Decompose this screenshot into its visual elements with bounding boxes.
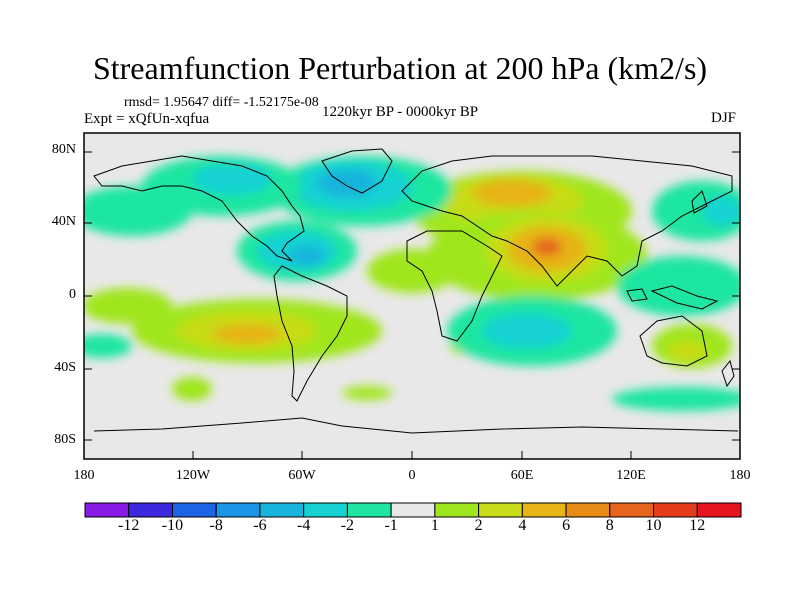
colorbar-swatch: [259, 502, 305, 518]
x-tick-60w: 60W: [288, 468, 316, 483]
colorbar-swatch: [215, 502, 261, 518]
anomaly-gulf-negative-core: [289, 246, 325, 266]
colorbar-label: -6: [253, 517, 267, 534]
colorbar-label: -2: [340, 517, 355, 534]
colorbar-swatch: [128, 502, 173, 518]
colorbar-label: -10: [161, 517, 184, 534]
colorbar-swatch: [390, 502, 436, 518]
anomaly-southpacific-positive: [172, 377, 212, 401]
x-tick-120w: 120W: [175, 468, 211, 483]
y-tick-40n: 40N: [51, 214, 76, 229]
y-tick-80s: 80S: [54, 432, 76, 447]
x-tick-180w: 180: [73, 468, 95, 483]
colorbar-label: -1: [384, 517, 398, 534]
colorbar-swatch: [171, 502, 217, 518]
colorbar-label: 4: [518, 517, 527, 534]
colorbar-label: -8: [209, 517, 223, 534]
anomaly-npacific-east-negative-inner: [702, 196, 740, 226]
anomaly-pacific-positive: [84, 288, 172, 324]
colorbar: [84, 502, 742, 518]
colorbar-swatch: [521, 502, 567, 518]
anomaly-sam-positive-core: [212, 324, 282, 344]
coastlines: [93, 148, 739, 434]
colorbar-label: -12: [118, 517, 140, 534]
anomaly-eurasia-positive-core: [472, 179, 552, 207]
colorbar-swatch: [696, 502, 742, 518]
season-label: DJF: [711, 110, 737, 126]
colorbar-swatch: [434, 502, 480, 518]
experiment-label: Expt = xQfUn-xqfua: [84, 111, 210, 127]
page-title: Streamfunction Perturbation at 200 hPa (…: [92, 50, 708, 86]
anomaly-npacific-negative: [84, 186, 192, 236]
anomaly-southern-negative: [612, 387, 740, 411]
x-tick-60e: 60E: [510, 468, 534, 483]
y-tick-0: 0: [69, 287, 76, 302]
colorbar-label: 8: [605, 517, 614, 534]
x-tick-0: 0: [408, 468, 416, 483]
colorbar-swatch: [84, 502, 130, 518]
colorbar-swatch: [303, 502, 348, 518]
colorbar-swatch: [346, 502, 392, 518]
y-tick-80n: 80N: [51, 142, 76, 157]
x-tick-120e: 120E: [616, 468, 646, 483]
anomaly-australia-positive-inner: [667, 341, 707, 361]
anomaly-npacific-east-negative: [652, 181, 740, 241]
colorbar-swatch: [653, 502, 698, 518]
x-tick-180e: 180: [729, 468, 751, 483]
colorbar-swatch: [565, 502, 611, 518]
anomaly-southatlantic-positive: [342, 386, 392, 400]
colorbar-swatch: [609, 502, 655, 518]
anomaly-natlantic-negative-core: [317, 169, 377, 197]
axis-ticks: [83, 151, 741, 459]
colorbar-label: 2: [474, 517, 483, 534]
map-plot: [83, 132, 741, 460]
colorbar-label: 12: [689, 517, 706, 534]
period-label: 1220kyr BP - 0000kyr BP: [322, 104, 479, 120]
anomaly-wpacific-negative: [617, 256, 740, 316]
colorbar-label: -4: [296, 517, 311, 534]
y-tick-40s: 40S: [54, 360, 76, 375]
anomaly-tibet-positive-core: [532, 238, 562, 256]
colorbar-label: 1: [430, 517, 439, 534]
statistics-label: rmsd= 1.95647 diff= -1.52175e-08: [124, 95, 319, 110]
colorbar-label: 10: [645, 517, 662, 534]
anomaly-nam-negative-inner: [192, 163, 272, 195]
colorbar-swatch: [478, 502, 523, 518]
anomaly-atlantic-positive: [367, 249, 457, 293]
anomaly-southern-west-negative: [84, 334, 132, 358]
colorbar-label: 6: [562, 517, 571, 534]
anomaly-indian-negative-inner: [482, 313, 572, 349]
